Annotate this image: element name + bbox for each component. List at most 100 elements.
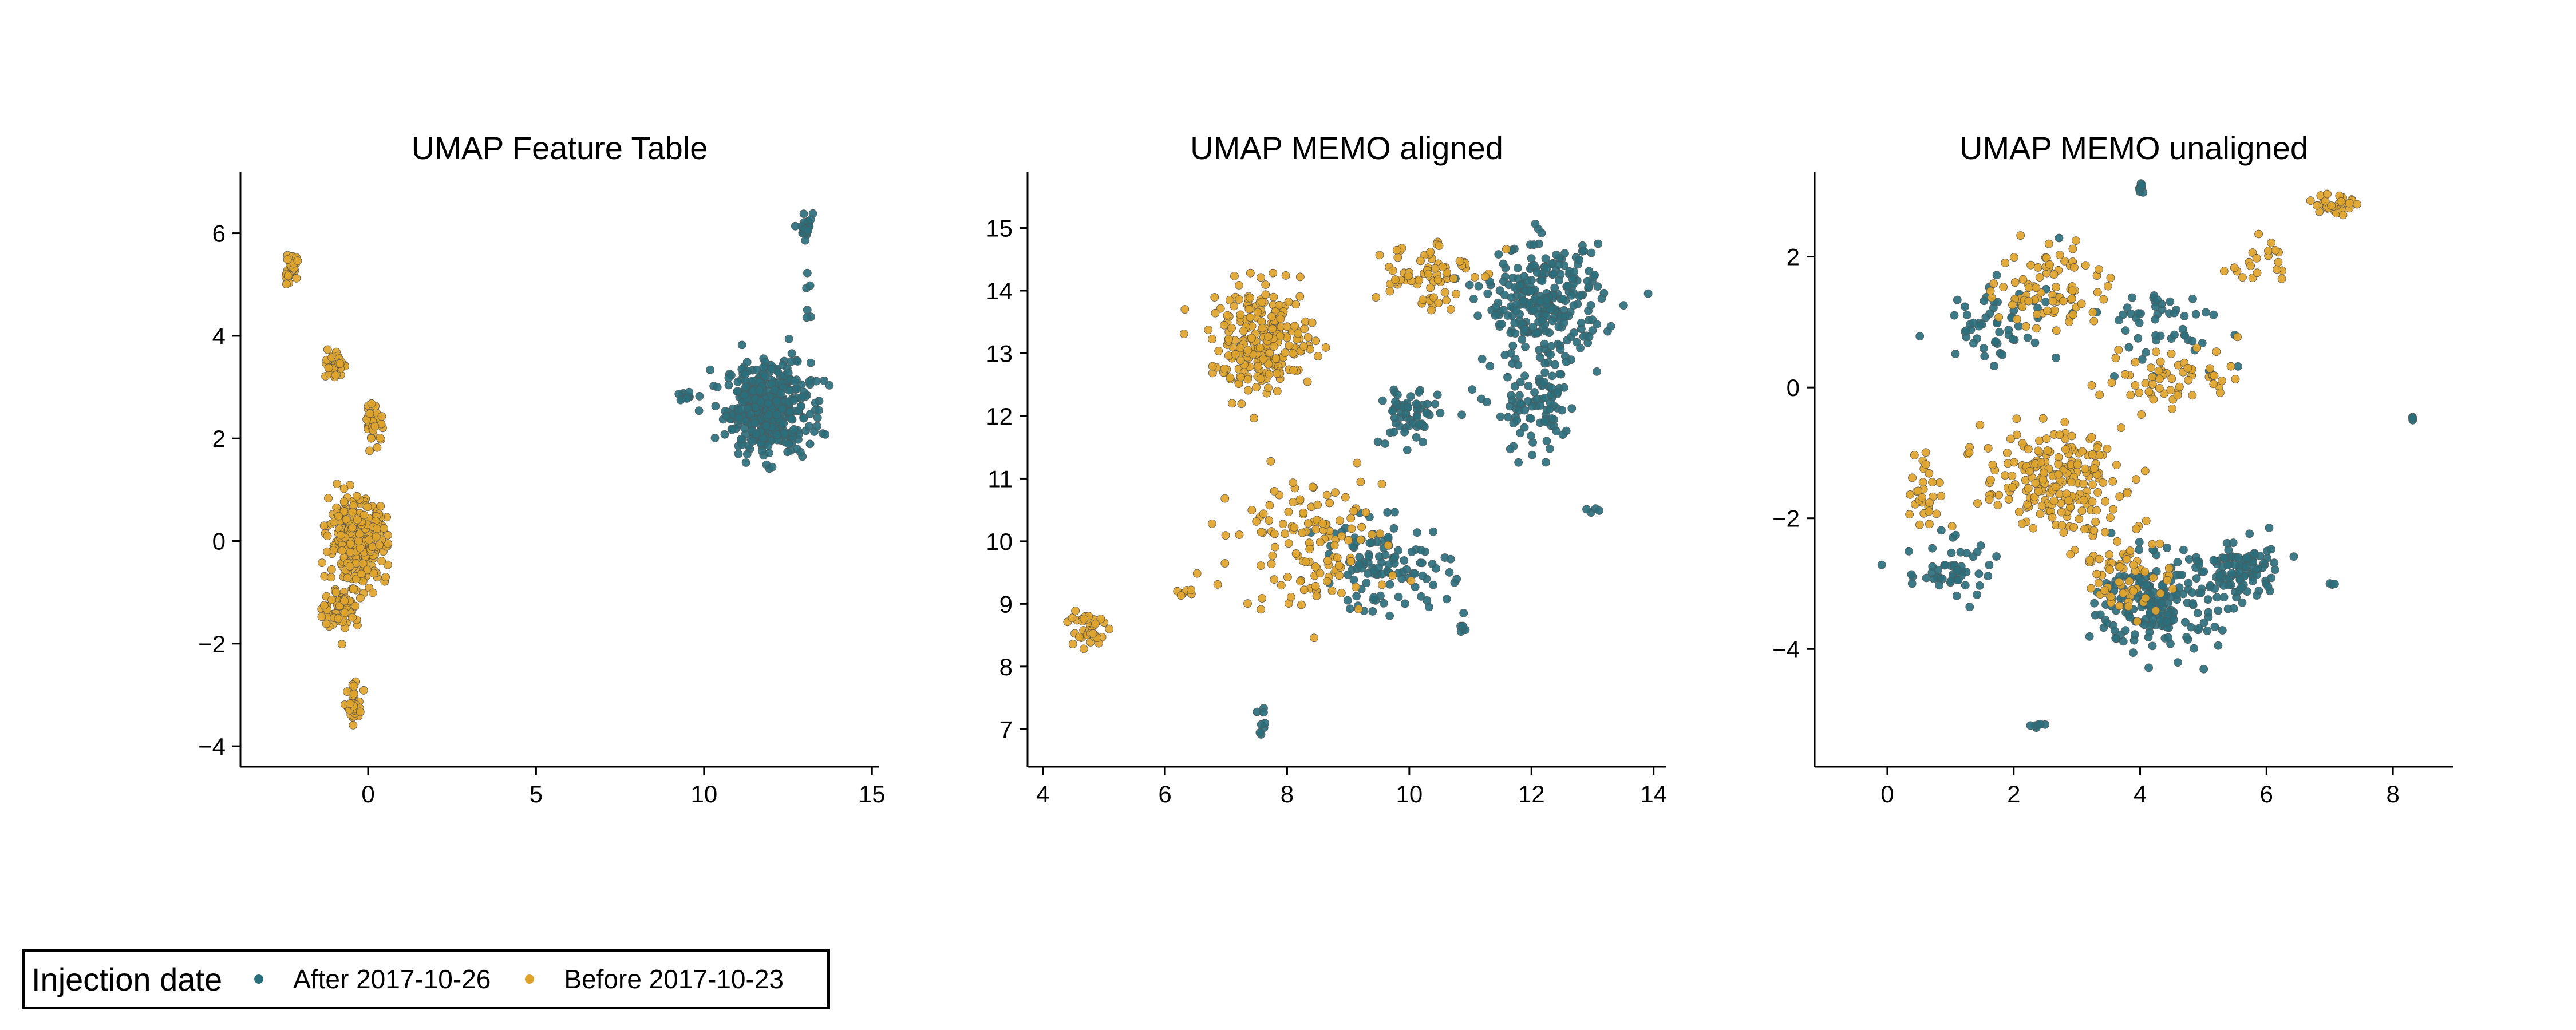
point-after-2017-10-26	[1558, 406, 1567, 415]
point-after-2017-10-26	[2121, 626, 2130, 635]
point-before-2017-10-23	[1264, 360, 1273, 369]
point-before-2017-10-23	[2093, 443, 2102, 452]
point-after-2017-10-26	[1343, 596, 1352, 605]
point-before-2017-10-23	[1303, 377, 1312, 386]
point-before-2017-10-23	[1235, 295, 1244, 304]
point-after-2017-10-26	[1953, 295, 1962, 304]
point-after-2017-10-26	[724, 381, 733, 390]
point-after-2017-10-26	[1384, 560, 1393, 569]
point-after-2017-10-26	[2180, 311, 2189, 320]
point-before-2017-10-23	[343, 573, 352, 583]
point-after-2017-10-26	[1345, 604, 1354, 613]
point-after-2017-10-26	[1413, 413, 1422, 421]
point-before-2017-10-23	[1225, 296, 1234, 304]
point-before-2017-10-23	[2192, 343, 2202, 352]
point-after-2017-10-26	[728, 425, 737, 434]
point-before-2017-10-23	[1925, 520, 1934, 529]
point-before-2017-10-23	[1433, 275, 1443, 284]
point-before-2017-10-23	[2154, 366, 2163, 375]
x-tick-label: 0	[1880, 781, 1894, 807]
point-after-2017-10-26	[1559, 318, 1568, 327]
point-after-2017-10-26	[2234, 362, 2243, 371]
point-before-2017-10-23	[1322, 577, 1332, 586]
point-before-2017-10-23	[1375, 251, 1384, 260]
point-before-2017-10-23	[367, 399, 376, 408]
point-before-2017-10-23	[2131, 358, 2140, 367]
point-after-2017-10-26	[1406, 392, 1416, 401]
point-before-2017-10-23	[1989, 279, 1998, 288]
point-after-2017-10-26	[2141, 580, 2150, 589]
point-after-2017-10-26	[1575, 292, 1584, 301]
point-after-2017-10-26	[1583, 276, 1592, 286]
point-after-2017-10-26	[1520, 324, 1530, 334]
point-before-2017-10-23	[1388, 266, 1397, 275]
point-after-2017-10-26	[737, 435, 745, 443]
point-after-2017-10-26	[1389, 427, 1398, 437]
point-after-2017-10-26	[1540, 417, 1549, 426]
point-after-2017-10-26	[1558, 430, 1567, 439]
legend-label-before: Before 2017-10-23	[564, 964, 784, 994]
point-before-2017-10-23	[2155, 384, 2164, 393]
point-before-2017-10-23	[1480, 272, 1490, 282]
point-after-2017-10-26	[1528, 450, 1537, 459]
point-before-2017-10-23	[384, 539, 392, 548]
point-after-2017-10-26	[2173, 658, 2182, 667]
point-after-2017-10-26	[1468, 385, 1477, 394]
point-after-2017-10-26	[2163, 544, 2172, 552]
point-after-2017-10-26	[1515, 280, 1524, 290]
point-after-2017-10-26	[784, 334, 793, 343]
point-before-2017-10-23	[342, 515, 351, 524]
point-before-2017-10-23	[1220, 559, 1230, 568]
point-before-2017-10-23	[1247, 334, 1256, 343]
legend-marker-before	[525, 974, 535, 984]
point-before-2017-10-23	[1905, 510, 1914, 519]
point-before-2017-10-23	[341, 608, 349, 617]
point-after-2017-10-26	[1905, 546, 1913, 556]
point-after-2017-10-26	[762, 421, 771, 430]
point-after-2017-10-26	[1483, 289, 1492, 298]
point-before-2017-10-23	[1270, 529, 1279, 538]
point-after-2017-10-26	[1594, 239, 1603, 248]
point-before-2017-10-23	[2167, 374, 2176, 383]
point-before-2017-10-23	[355, 544, 365, 552]
point-after-2017-10-26	[2193, 608, 2202, 617]
point-before-2017-10-23	[2123, 554, 2131, 564]
point-before-2017-10-23	[1283, 573, 1292, 581]
point-before-2017-10-23	[2099, 295, 2108, 304]
point-after-2017-10-26	[1597, 294, 1606, 303]
point-after-2017-10-26	[1953, 566, 1962, 575]
point-before-2017-10-23	[1286, 592, 1295, 601]
point-after-2017-10-26	[1512, 416, 1522, 425]
point-before-2017-10-23	[375, 540, 384, 549]
point-before-2017-10-23	[1289, 498, 1298, 506]
point-before-2017-10-23	[1257, 273, 1265, 282]
point-after-2017-10-26	[2125, 613, 2135, 622]
point-before-2017-10-23	[370, 422, 380, 431]
point-before-2017-10-23	[2024, 445, 2033, 454]
point-after-2017-10-26	[1582, 505, 1591, 514]
point-before-2017-10-23	[1265, 516, 1274, 525]
point-before-2017-10-23	[1257, 605, 1266, 614]
point-after-2017-10-26	[821, 430, 830, 439]
point-after-2017-10-26	[1378, 569, 1387, 579]
point-after-2017-10-26	[1497, 320, 1506, 328]
point-before-2017-10-23	[365, 446, 374, 455]
point-before-2017-10-23	[2033, 263, 2042, 272]
point-after-2017-10-26	[724, 374, 733, 382]
point-before-2017-10-23	[2001, 471, 2010, 480]
point-before-2017-10-23	[2160, 389, 2168, 398]
point-before-2017-10-23	[1442, 296, 1451, 305]
y-tick-label: 10	[986, 528, 1013, 555]
point-before-2017-10-23	[2140, 567, 2150, 576]
point-before-2017-10-23	[319, 521, 329, 530]
point-after-2017-10-26	[780, 429, 789, 438]
point-before-2017-10-23	[2094, 579, 2103, 588]
point-before-2017-10-23	[2125, 546, 2135, 555]
point-after-2017-10-26	[741, 370, 750, 378]
point-before-2017-10-23	[1231, 350, 1240, 359]
point-after-2017-10-26	[813, 422, 821, 431]
point-before-2017-10-23	[2033, 310, 2042, 319]
point-after-2017-10-26	[1368, 607, 1377, 616]
point-after-2017-10-26	[2192, 574, 2201, 583]
point-before-2017-10-23	[2059, 528, 2068, 537]
